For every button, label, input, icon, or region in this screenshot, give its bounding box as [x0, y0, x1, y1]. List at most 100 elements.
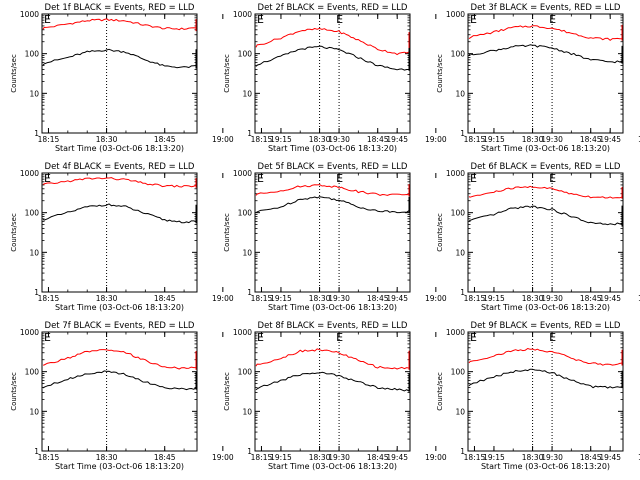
x-tick-label: 18:30: [309, 294, 331, 303]
x-tick-label: 19:45: [599, 135, 621, 144]
lld-series-line: [255, 348, 410, 370]
x-axis-label: Start Time (03-Oct-06 18:13:20): [268, 303, 397, 312]
panel-9: Det 9f BLACK = Events, RED = LLD 1 10 100 10…: [436, 321, 640, 471]
corner-label: E: [257, 172, 264, 185]
x-tick-label: 18:15: [38, 294, 60, 303]
corner-label: E: [470, 331, 477, 344]
plot-frame: [467, 331, 624, 452]
corner-label: E: [336, 172, 343, 185]
plot-frame: [467, 13, 624, 134]
x-tick-label: 19:00: [638, 294, 640, 303]
y-axis-label: Counts/sec: [223, 54, 231, 93]
x-tick-label: 19:15: [483, 453, 505, 462]
x-tick-label: 18:45: [154, 294, 176, 303]
x-axis-label: Start Time (03-Oct-06 18:13:20): [481, 144, 610, 153]
y-tick-label: 10: [29, 89, 39, 98]
x-tick-label: 19:45: [386, 135, 408, 144]
x-axis-label: Start Time (03-Oct-06 18:13:20): [481, 303, 610, 312]
x-tick-label: 18:15: [251, 453, 273, 462]
x-tick-label: 19:30: [328, 135, 350, 144]
y-tick-label: 100: [25, 368, 40, 377]
plot-frame: [254, 331, 411, 452]
panel-title: Det 5f BLACK = Events, RED = LLD: [258, 162, 408, 172]
panel-6: Det 6f BLACK = Events, RED = LLD 1 10 100 10…: [436, 162, 640, 312]
x-tick-label: 18:45: [367, 294, 389, 303]
x-tick-label: 19:00: [638, 135, 640, 144]
corner-label: E: [336, 13, 343, 26]
y-axis-label: Counts/sec: [10, 54, 18, 93]
x-tick-label: 19:45: [599, 294, 621, 303]
y-tick-label: 100: [25, 50, 40, 59]
x-tick-label: 19:30: [328, 294, 350, 303]
x-tick-label: 18:45: [580, 135, 602, 144]
panel-1: Det 1f BLACK = Events, RED = LLD 1 10 100 10…: [10, 3, 408, 153]
panel-7: Det 7f BLACK = Events, RED = LLD 1 10 100 10…: [10, 321, 408, 471]
x-tick-label: 18:15: [464, 294, 486, 303]
y-tick-label: 1000: [446, 328, 465, 337]
y-tick-label: 1000: [446, 169, 465, 178]
lld-series-line: [468, 348, 623, 366]
panel-5: Det 5f BLACK = Events, RED = LLD 1 10 100 10…: [223, 162, 621, 312]
y-tick-label: 100: [238, 50, 253, 59]
lld-series-line: [42, 18, 197, 32]
y-tick-label: 1000: [233, 328, 252, 337]
x-axis-label: Start Time (03-Oct-06 18:13:20): [55, 462, 184, 471]
x-tick-label: 19:15: [270, 453, 292, 462]
y-axis-label: Counts/sec: [10, 372, 18, 411]
plot-frame: [41, 13, 198, 134]
x-tick-label: 18:30: [522, 135, 544, 144]
corner-label: E: [257, 13, 264, 26]
y-tick-label: 1: [247, 129, 252, 138]
y-tick-label: 1000: [233, 10, 252, 19]
y-tick-label: 10: [455, 407, 465, 416]
x-tick-label: 19:00: [212, 294, 234, 303]
events-series-line: [468, 205, 623, 227]
corner-label: E: [44, 13, 51, 26]
x-axis-label: Start Time (03-Oct-06 18:13:20): [481, 462, 610, 471]
lld-series-line: [468, 24, 623, 41]
y-tick-label: 10: [29, 248, 39, 257]
x-tick-label: 18:15: [38, 135, 60, 144]
plot-frame: [41, 331, 198, 452]
x-tick-label: 19:00: [212, 135, 234, 144]
lld-series-line: [468, 185, 623, 199]
x-axis-label: Start Time (03-Oct-06 18:13:20): [55, 303, 184, 312]
x-tick-label: 18:15: [251, 294, 273, 303]
x-tick-label: 19:15: [483, 294, 505, 303]
plot-frame: [467, 172, 624, 293]
events-series-line: [468, 44, 623, 64]
y-tick-label: 100: [451, 209, 466, 218]
x-tick-label: 18:15: [251, 135, 273, 144]
x-axis-label: Start Time (03-Oct-06 18:13:20): [268, 144, 397, 153]
events-series-line: [468, 368, 623, 389]
x-tick-label: 19:00: [425, 135, 447, 144]
x-tick-label: 18:45: [154, 135, 176, 144]
corner-label: E: [549, 13, 556, 26]
lld-series-line: [255, 184, 410, 197]
x-tick-label: 18:15: [464, 453, 486, 462]
y-axis-label: Counts/sec: [223, 372, 231, 411]
y-tick-label: 1000: [20, 328, 39, 337]
y-tick-label: 100: [451, 50, 466, 59]
y-tick-label: 1: [34, 447, 39, 456]
y-tick-label: 1000: [233, 169, 252, 178]
plot-frame: [254, 172, 411, 293]
plot-frame: [254, 13, 411, 134]
corner-label: E: [549, 331, 556, 344]
events-series-line: [42, 48, 197, 69]
x-tick-label: 19:15: [270, 294, 292, 303]
corner-label: E: [336, 331, 343, 344]
y-tick-label: 10: [242, 89, 252, 98]
corner-label: E: [470, 13, 477, 26]
corner-label: E: [44, 172, 51, 185]
panel-title: Det 9f BLACK = Events, RED = LLD: [471, 321, 621, 331]
events-series-line: [255, 371, 410, 392]
y-axis-label: Counts/sec: [223, 213, 231, 252]
x-tick-label: 19:30: [541, 453, 563, 462]
y-tick-label: 100: [25, 209, 40, 218]
plot-frame: [41, 172, 198, 293]
x-tick-label: 19:00: [425, 453, 447, 462]
x-tick-label: 19:15: [270, 135, 292, 144]
x-tick-label: 18:15: [38, 453, 60, 462]
